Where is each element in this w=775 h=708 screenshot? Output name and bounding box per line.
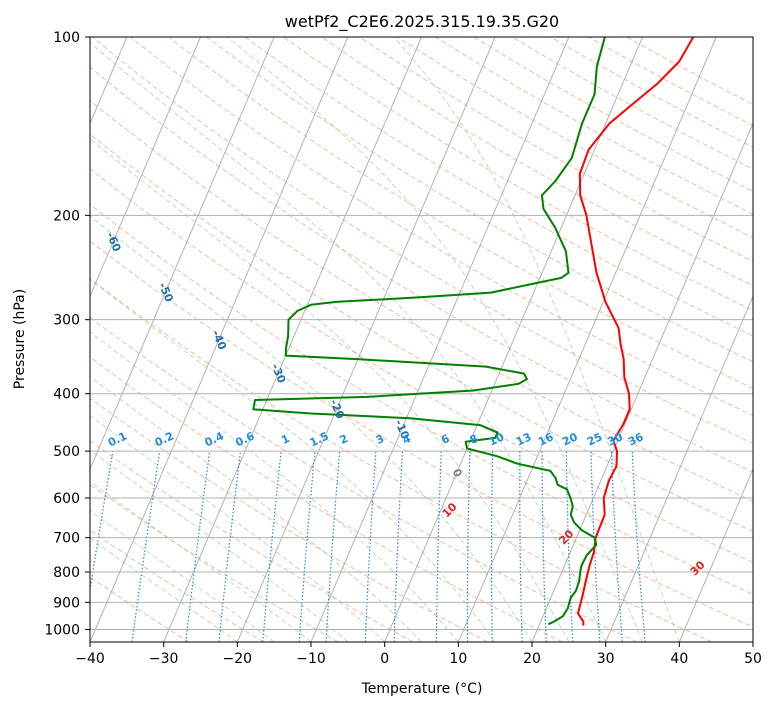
moist-adiabat-line <box>227 37 643 642</box>
profile-lines <box>252 37 695 626</box>
isotherm-line <box>90 37 349 642</box>
dry-adiabat-line <box>90 316 638 642</box>
dry-adiabat-line <box>90 133 753 533</box>
y-tick-label: 500 <box>53 444 80 460</box>
isotherm-line <box>605 295 753 642</box>
mixing-ratio-line <box>218 451 242 642</box>
y-tick-label: 100 <box>53 30 80 46</box>
mixing-ratio-line <box>590 451 601 642</box>
x-tick-label: −40 <box>75 651 105 667</box>
y-tick-label: 400 <box>53 387 80 403</box>
x-tick-label: 40 <box>670 651 688 667</box>
mixing-ratio-label: 25 <box>585 430 604 448</box>
mixing-ratio-line <box>610 451 623 642</box>
y-tick-label: 1000 <box>44 622 80 638</box>
moist-adiabat-line <box>90 376 422 642</box>
y-tick-label: 600 <box>53 491 80 507</box>
moist-adiabat-line <box>90 537 238 642</box>
moist-adiabat-line <box>90 331 459 642</box>
y-tick-label: 800 <box>53 565 80 581</box>
dry-adiabat-line <box>90 278 712 642</box>
x-tick-label: −20 <box>223 651 253 667</box>
mixing-ratio-line <box>519 451 523 642</box>
x-tick-label: 20 <box>523 651 541 667</box>
dry-adiabat-line <box>90 397 488 642</box>
mixing-ratio-line <box>541 451 547 642</box>
y-axis-title: Pressure (hPa) <box>12 289 28 389</box>
mixing-ratio-line <box>393 451 404 642</box>
mixing-ratio-line <box>298 451 316 642</box>
y-tick-label: 200 <box>53 208 80 224</box>
mixing-ratio-line <box>565 451 574 642</box>
moist-adiabat-line <box>90 215 533 642</box>
temperature-line <box>577 37 695 626</box>
dry-adiabat-line <box>90 240 753 628</box>
mixing-ratio-line <box>325 451 341 642</box>
mixing-ratio-label: 36 <box>626 430 646 448</box>
y-tick-label: 300 <box>53 313 80 329</box>
dry-adiabat-line <box>244 37 753 337</box>
dry-adiabat-line <box>90 168 753 563</box>
mixing-ratio-line <box>466 451 471 642</box>
x-axis-title: Temperature (°C) <box>361 681 483 697</box>
mixing-ratio-label: 13 <box>514 430 533 448</box>
x-tick-label: −10 <box>296 651 326 667</box>
dry-adiabat-line <box>282 37 753 312</box>
moist-adiabat-line <box>90 449 349 642</box>
isotherm-line <box>678 467 753 642</box>
isotherm-line <box>752 640 753 642</box>
mixing-ratio-line <box>435 451 442 642</box>
moist-adiabat-line <box>90 138 570 642</box>
dry-adiabat-line <box>90 529 264 642</box>
mixing-ratio-line <box>490 451 494 642</box>
plot-background <box>90 37 753 642</box>
moist-adiabat-line <box>90 415 386 642</box>
y-axis-ticks: 100 200 300 400 500 600 700 800 900 1000 <box>44 30 90 638</box>
isotherm-label: -70 <box>49 186 69 210</box>
dry-adiabat-line <box>206 37 753 363</box>
moist-adiabat-line <box>90 278 496 642</box>
isotherm-line <box>384 37 643 642</box>
x-tick-label: −30 <box>149 651 179 667</box>
x-tick-label: 50 <box>744 651 762 667</box>
chart-title: wetPf2_C2E6.2025.315.19.35.G20 <box>285 12 559 32</box>
mixing-ratio-label: 10 <box>487 430 507 448</box>
x-tick-label: 10 <box>449 651 467 667</box>
dry-adiabat-line <box>90 66 753 473</box>
x-axis-ticks: −40 −30 −20 −10 0 10 20 30 40 50 <box>75 642 762 667</box>
isotherm-label: -80 <box>0 146 12 170</box>
mixing-ratio-label: 16 <box>536 430 556 448</box>
dry-adiabat-line <box>90 356 563 642</box>
isotherm-line <box>457 37 717 642</box>
mixing-ratio-label: 20 <box>560 430 580 448</box>
dry-adiabat-line <box>90 99 753 502</box>
plot-frame <box>89 36 754 643</box>
background-reference-lines <box>90 37 753 642</box>
isotherm-line <box>90 37 275 471</box>
isotherm-line <box>236 37 496 642</box>
isotherm-line <box>163 37 422 642</box>
mixing-ratio-label: 30 <box>605 430 625 448</box>
mixing-ratio-line <box>364 451 377 642</box>
x-tick-label: 30 <box>597 651 615 667</box>
y-tick-label: 900 <box>53 595 80 611</box>
isotherm-line <box>90 37 201 298</box>
dewpoint-line <box>252 37 606 626</box>
dry-adiabat-line <box>90 203 753 595</box>
mixing-ratio-line <box>262 451 282 642</box>
mixing-ratio-line <box>631 451 646 642</box>
isotherm-line <box>310 37 570 642</box>
y-tick-label: 700 <box>53 531 80 547</box>
isotherm-line <box>531 122 753 642</box>
x-tick-label: 0 <box>380 651 389 667</box>
